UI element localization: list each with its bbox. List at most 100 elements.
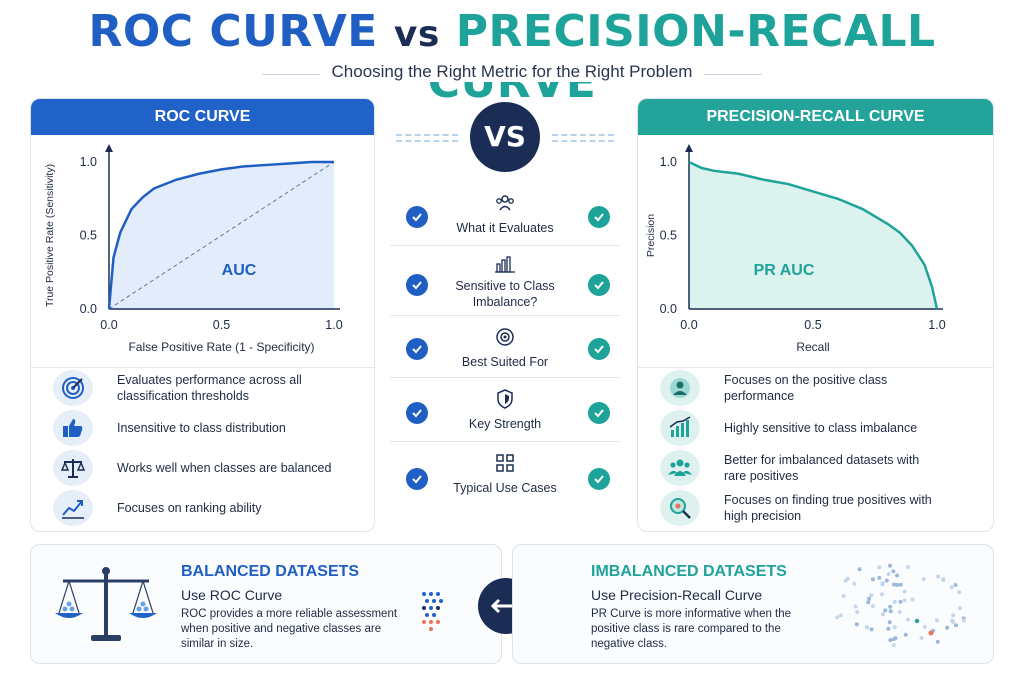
x-tick-label: 1.0	[325, 318, 342, 332]
shield-icon	[390, 388, 620, 415]
people-icon	[390, 192, 620, 219]
scatter-dot	[886, 626, 891, 631]
scatter-dot	[961, 618, 966, 623]
pr-panel-heading: PRECISION-RECALL CURVE	[638, 99, 993, 135]
scatter-dot	[897, 610, 902, 615]
check-icon	[406, 206, 428, 228]
scatter-dot	[922, 624, 927, 629]
scatter-dot	[869, 593, 874, 598]
thumbs-up-icon	[53, 410, 93, 446]
balanced-title: BALANCED DATASETS	[181, 563, 360, 580]
scatter-dot	[870, 577, 875, 582]
scatter-dot	[891, 569, 896, 574]
scatter-dot	[905, 565, 910, 570]
comparison-row: Best Suited For	[390, 316, 620, 378]
scatter-dot	[895, 573, 900, 578]
scatter-dot	[945, 625, 950, 630]
bar-trend-icon	[660, 410, 700, 446]
subtitle-row: Choosing the Right Metric for the Right …	[0, 62, 1024, 82]
curve-line	[107, 160, 334, 310]
scatter-dot	[898, 599, 903, 604]
scatter-dot	[835, 615, 840, 620]
scatter-dot	[857, 567, 862, 572]
pr-feature-text: Highly sensitive to class imbalance	[724, 421, 918, 435]
check-icon	[588, 274, 610, 296]
scatter-dot	[921, 577, 926, 582]
scatter-dot	[895, 582, 900, 587]
scatter-dot	[888, 563, 893, 568]
scatter-dot	[886, 572, 891, 577]
scatter-dot	[838, 613, 843, 618]
y-tick-label: 0.5	[80, 229, 97, 243]
x-axis-label: Recall	[796, 340, 829, 354]
y-tick-label: 1.0	[80, 155, 97, 169]
title-roc: ROC CURVE	[88, 6, 378, 57]
scatter-dot	[936, 574, 941, 579]
dash-left	[396, 140, 458, 142]
scatter-dot	[910, 597, 915, 602]
scatter-dot	[870, 604, 875, 609]
scatter-dot	[880, 582, 885, 587]
imbalanced-description: PR Curve is more informative when the po…	[591, 608, 792, 650]
roc-feature-text: Evaluates performance across all classif…	[117, 373, 302, 403]
user-focus-icon	[660, 370, 700, 406]
y-tick-label: 0.0	[660, 302, 677, 316]
scale-icon	[53, 450, 93, 486]
roc-feature: Works well when classes are balanced	[31, 448, 374, 488]
scatter-dot	[951, 619, 956, 624]
comparison-label: Sensitive to Class Imbalance?	[455, 279, 555, 309]
positive-dot	[928, 630, 934, 636]
area-annotation: PR AUC	[754, 262, 815, 279]
imbalanced-title: IMBALANCED DATASETS	[591, 563, 787, 580]
comparison-label: Best Suited For	[461, 355, 549, 369]
diagonal-line	[108, 161, 335, 310]
title-pr: PRECISION-RECALL CURVE	[427, 6, 936, 108]
balanced-card: BALANCED DATASETS Use ROC Curve ROC prov…	[30, 544, 502, 664]
y-axis-arrow	[685, 144, 693, 152]
people-group-icon	[660, 450, 700, 486]
title-vs: vs	[393, 14, 440, 55]
scatter-dot	[884, 578, 889, 583]
scatter-dot	[919, 636, 924, 641]
check-icon	[406, 274, 428, 296]
x-tick-label: 1.0	[928, 318, 945, 332]
pr-feature: Focuses on the positive class performanc…	[638, 368, 993, 408]
check-icon	[588, 338, 610, 360]
scatter-dot	[880, 592, 885, 597]
scatter-dot	[877, 575, 882, 580]
teal-dot	[914, 618, 920, 624]
pr-feature: Highly sensitive to class imbalance	[638, 408, 993, 448]
scatter-dot	[957, 590, 962, 595]
scatter-dot	[888, 638, 893, 643]
roc-feature: Focuses on ranking ability	[31, 488, 374, 528]
scatter-dot	[853, 604, 858, 609]
pr-panel: PRECISION-RECALL CURVE 0.0 0.5 1.0 0.0 0.5 1.…	[637, 98, 994, 532]
scatter-dot	[892, 625, 897, 630]
roc-feature: Evaluates performance across all classif…	[31, 368, 374, 408]
area-annotation: AUC	[222, 262, 257, 279]
scatter-dot	[903, 632, 908, 637]
target-icon	[53, 370, 93, 406]
scatter-dot	[949, 585, 954, 590]
pr-feature-text: Focuses on the positive class performanc…	[724, 373, 888, 403]
scatter-dot	[954, 623, 959, 628]
pr-feature: Better for imbalanced datasets with rare…	[638, 448, 993, 488]
main-title: ROC CURVE vs PRECISION-RECALL CURVE	[0, 6, 1024, 108]
pr-feature-text: Better for imbalanced datasets with rare…	[724, 453, 920, 483]
roc-feature: Insensitive to class distribution	[31, 408, 374, 448]
comparison-row: Key Strength	[390, 378, 620, 442]
x-tick-label: 0.0	[680, 318, 697, 332]
dot-cluster-icon	[419, 589, 449, 644]
imbalanced-card: IMBALANCED DATASETS Use Precision-Recall…	[512, 544, 994, 664]
scatter-dot	[951, 613, 956, 618]
pr-feature: Focuses on finding true positives with h…	[638, 488, 993, 528]
pr-chart-svg: 0.0 0.5 1.0 0.0 0.5 1.0 Recall Precision PR AUC	[645, 144, 946, 354]
y-axis-label: True Positive Rate (Sensitivity)	[44, 164, 56, 307]
check-icon	[406, 338, 428, 360]
pr-chart: 0.0 0.5 1.0 0.0 0.5 1.0 Recall Precision PR AUC	[638, 135, 993, 372]
scatter-dot	[855, 610, 860, 615]
roc-feature-text: Focuses on ranking ability	[117, 501, 262, 515]
scatter-dot	[852, 581, 857, 586]
comparison-label: Key Strength	[468, 417, 542, 431]
scatter-dot	[957, 606, 962, 611]
